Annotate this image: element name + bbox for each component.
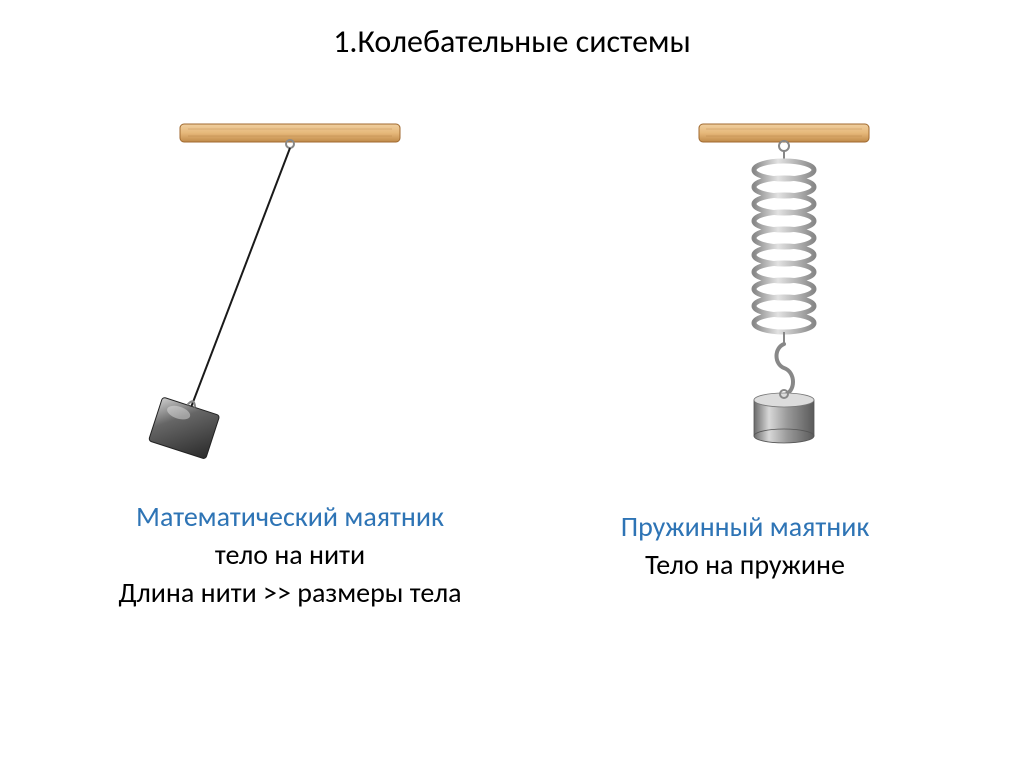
caption-line: Тело на пружине bbox=[555, 546, 935, 584]
caption-line: тело на нити bbox=[65, 536, 515, 574]
caption-line: Длина нити >> размеры тела bbox=[65, 574, 515, 612]
page-title: 1.Колебательные системы bbox=[0, 22, 1024, 61]
hook-icon bbox=[777, 344, 794, 395]
beam bbox=[699, 124, 869, 142]
diagram-spring-pendulum bbox=[684, 120, 884, 460]
caption-title-left: Математический маятник bbox=[65, 498, 515, 536]
math-pendulum-svg bbox=[140, 120, 440, 460]
slide: 1.Колебательные системы bbox=[0, 0, 1024, 767]
pendulum-string bbox=[190, 148, 290, 410]
caption-math-pendulum: Математический маятник тело на нити Длин… bbox=[65, 498, 515, 611]
caption-spring-pendulum: Пружинный маятник Тело на пружине bbox=[555, 508, 935, 584]
caption-title-right: Пружинный маятник bbox=[555, 508, 935, 546]
pendulum-weight bbox=[148, 392, 221, 459]
spring-pendulum-svg bbox=[684, 120, 884, 460]
spring-weight bbox=[754, 390, 814, 443]
spring-coils bbox=[754, 161, 814, 332]
diagram-math-pendulum bbox=[140, 120, 440, 460]
